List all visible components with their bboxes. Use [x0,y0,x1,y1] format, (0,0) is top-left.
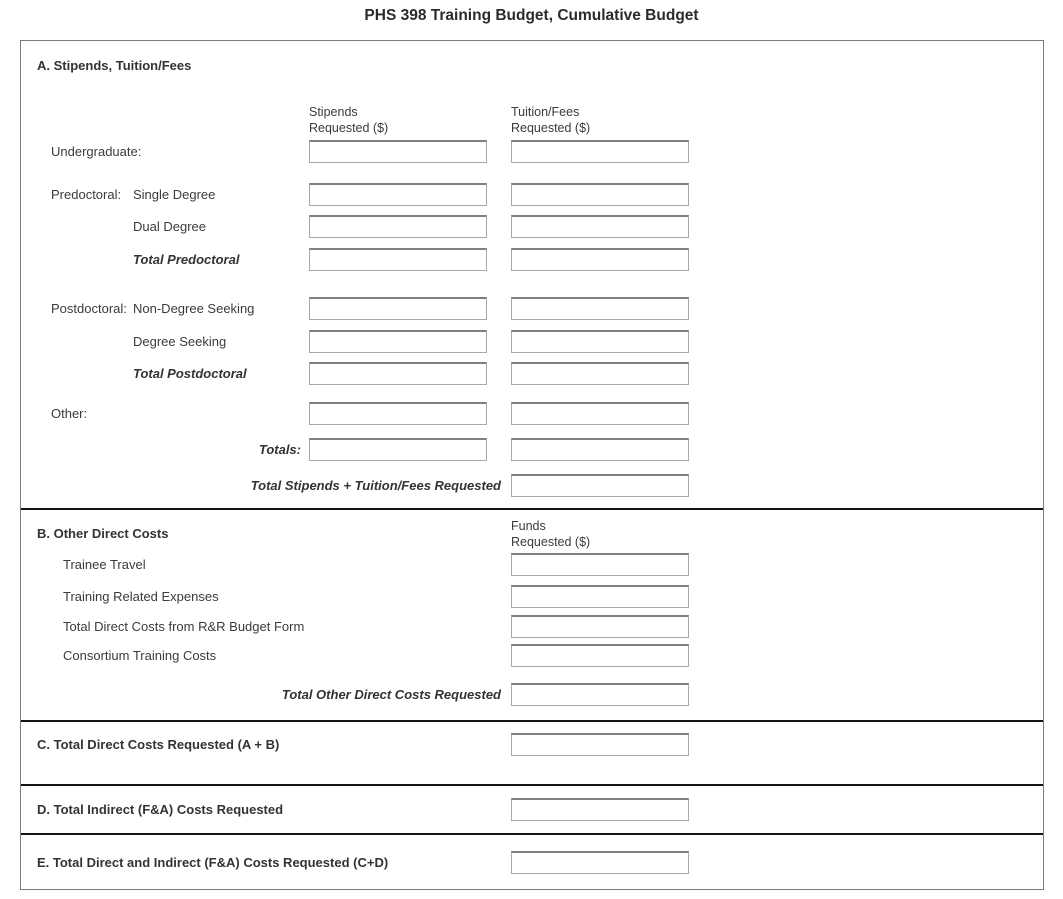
total-postdoctoral-stipends-input[interactable] [309,362,487,385]
column-header-line: Requested ($) [511,121,591,135]
section-divider [21,720,1043,722]
section-d-heading: D. Total Indirect (F&A) Costs Requested [37,802,284,817]
section-divider [21,784,1043,786]
stipends-column-header: Stipends Requested ($) [309,104,388,136]
degree-seeking-tuition-input[interactable] [511,330,689,353]
group-label-predoctoral: Predoctoral: [51,187,122,202]
row-label-total-stipends-tuition: Total Stipends + Tuition/Fees Requested [250,478,501,493]
row-label-single-degree: Single Degree [133,187,216,202]
undergraduate-tuition-input[interactable] [511,140,689,163]
training-related-expenses-input[interactable] [511,585,689,608]
other-tuition-input[interactable] [511,402,689,425]
column-header-line: Tuition/Fees [511,105,580,119]
total-predoctoral-stipends-input[interactable] [309,248,487,271]
form-border: A. Stipends, Tuition/Fees Stipends Reque… [20,40,1044,890]
single-degree-tuition-input[interactable] [511,183,689,206]
dual-degree-stipends-input[interactable] [309,215,487,238]
totals-stipends-input[interactable] [309,438,487,461]
single-degree-stipends-input[interactable] [309,183,487,206]
total-direct-indirect-cd-input[interactable] [511,851,689,874]
trainee-travel-input[interactable] [511,553,689,576]
section-a-heading: A. Stipends, Tuition/Fees [37,58,192,73]
column-header-line: Requested ($) [511,535,591,549]
row-label-consortium-training-costs: Consortium Training Costs [63,648,217,663]
totals-tuition-input[interactable] [511,438,689,461]
non-degree-seeking-tuition-input[interactable] [511,297,689,320]
page-title: PHS 398 Training Budget, Cumulative Budg… [364,7,699,24]
section-c-heading: C. Total Direct Costs Requested (A + B) [37,737,280,752]
section-e-heading: E. Total Direct and Indirect (F&A) Costs… [37,855,389,870]
total-direct-costs-ab-input[interactable] [511,733,689,756]
tuition-fees-column-header: Tuition/Fees Requested ($) [511,104,590,136]
non-degree-seeking-stipends-input[interactable] [309,297,487,320]
dual-degree-tuition-input[interactable] [511,215,689,238]
degree-seeking-stipends-input[interactable] [309,330,487,353]
row-label-totals: Totals: [258,442,301,457]
funds-column-header: Funds Requested ($) [511,518,590,550]
column-header-line: Stipends [309,105,358,119]
section-divider [21,508,1043,510]
consortium-training-costs-input[interactable] [511,644,689,667]
other-stipends-input[interactable] [309,402,487,425]
row-label-total-postdoctoral: Total Postdoctoral [133,366,247,381]
row-label-total-predoctoral: Total Predoctoral [133,252,240,267]
row-label-total-other-direct: Total Other Direct Costs Requested [281,687,501,702]
row-label-undergraduate: Undergraduate: [51,144,142,159]
section-b-heading: B. Other Direct Costs [37,526,169,541]
total-predoctoral-tuition-input[interactable] [511,248,689,271]
undergraduate-stipends-input[interactable] [309,140,487,163]
total-postdoctoral-tuition-input[interactable] [511,362,689,385]
row-label-dual-degree: Dual Degree [133,219,206,234]
column-header-line: Requested ($) [309,121,389,135]
row-label-other: Other: [51,406,88,421]
row-label-training-related-expenses: Training Related Expenses [63,589,219,604]
section-divider [21,833,1043,835]
row-label-degree-seeking: Degree Seeking [133,334,227,349]
group-label-postdoctoral: Postdoctoral: [51,301,127,316]
total-stipends-tuition-fees-input[interactable] [511,474,689,497]
row-label-total-direct-rr: Total Direct Costs from R&R Budget Form [63,619,305,634]
row-label-trainee-travel: Trainee Travel [63,557,146,572]
column-header-line: Funds [511,519,546,533]
total-indirect-fa-costs-input[interactable] [511,798,689,821]
total-direct-costs-rr-input[interactable] [511,615,689,638]
row-label-non-degree-seeking: Non-Degree Seeking [133,301,255,316]
total-other-direct-costs-input[interactable] [511,683,689,706]
